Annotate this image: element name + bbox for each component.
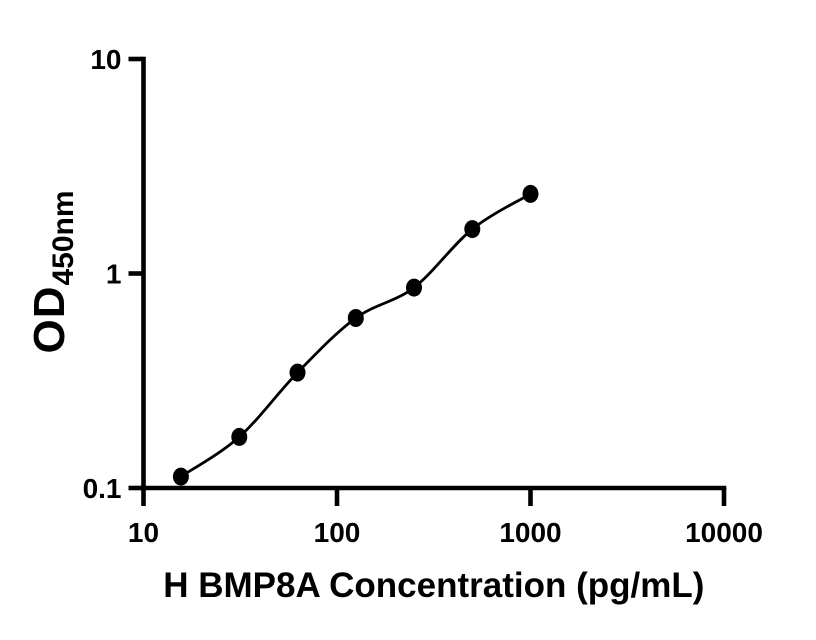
y-tick-label: 0.1 — [83, 473, 122, 504]
y-tick-label: 1 — [106, 259, 122, 290]
x-axis-title: H BMP8A Concentration (pg/mL) — [163, 566, 704, 605]
x-tick-label: 1000 — [499, 517, 561, 548]
data-point — [347, 309, 364, 327]
data-points-group — [172, 184, 539, 486]
y-axis-title-main: OD — [25, 286, 74, 354]
y-tick-label: 10 — [90, 44, 121, 75]
plot-area: 0.1 1 10 10 100 1000 10000 — [83, 44, 763, 548]
x-tick-label: 10000 — [685, 517, 763, 548]
data-point — [231, 427, 248, 446]
y-axis-title: OD450nm — [25, 190, 80, 353]
data-point — [464, 220, 481, 239]
y-axis-title-subscript: 450nm — [47, 190, 80, 285]
data-point — [406, 278, 422, 297]
x-tick-label: 10 — [128, 517, 159, 548]
data-point — [289, 363, 306, 382]
data-point — [522, 184, 539, 203]
x-tick-label: 100 — [314, 517, 361, 548]
y-axis: 0.1 1 10 — [83, 44, 146, 504]
x-axis: 10 100 1000 10000 — [128, 485, 763, 548]
data-point — [172, 467, 189, 486]
